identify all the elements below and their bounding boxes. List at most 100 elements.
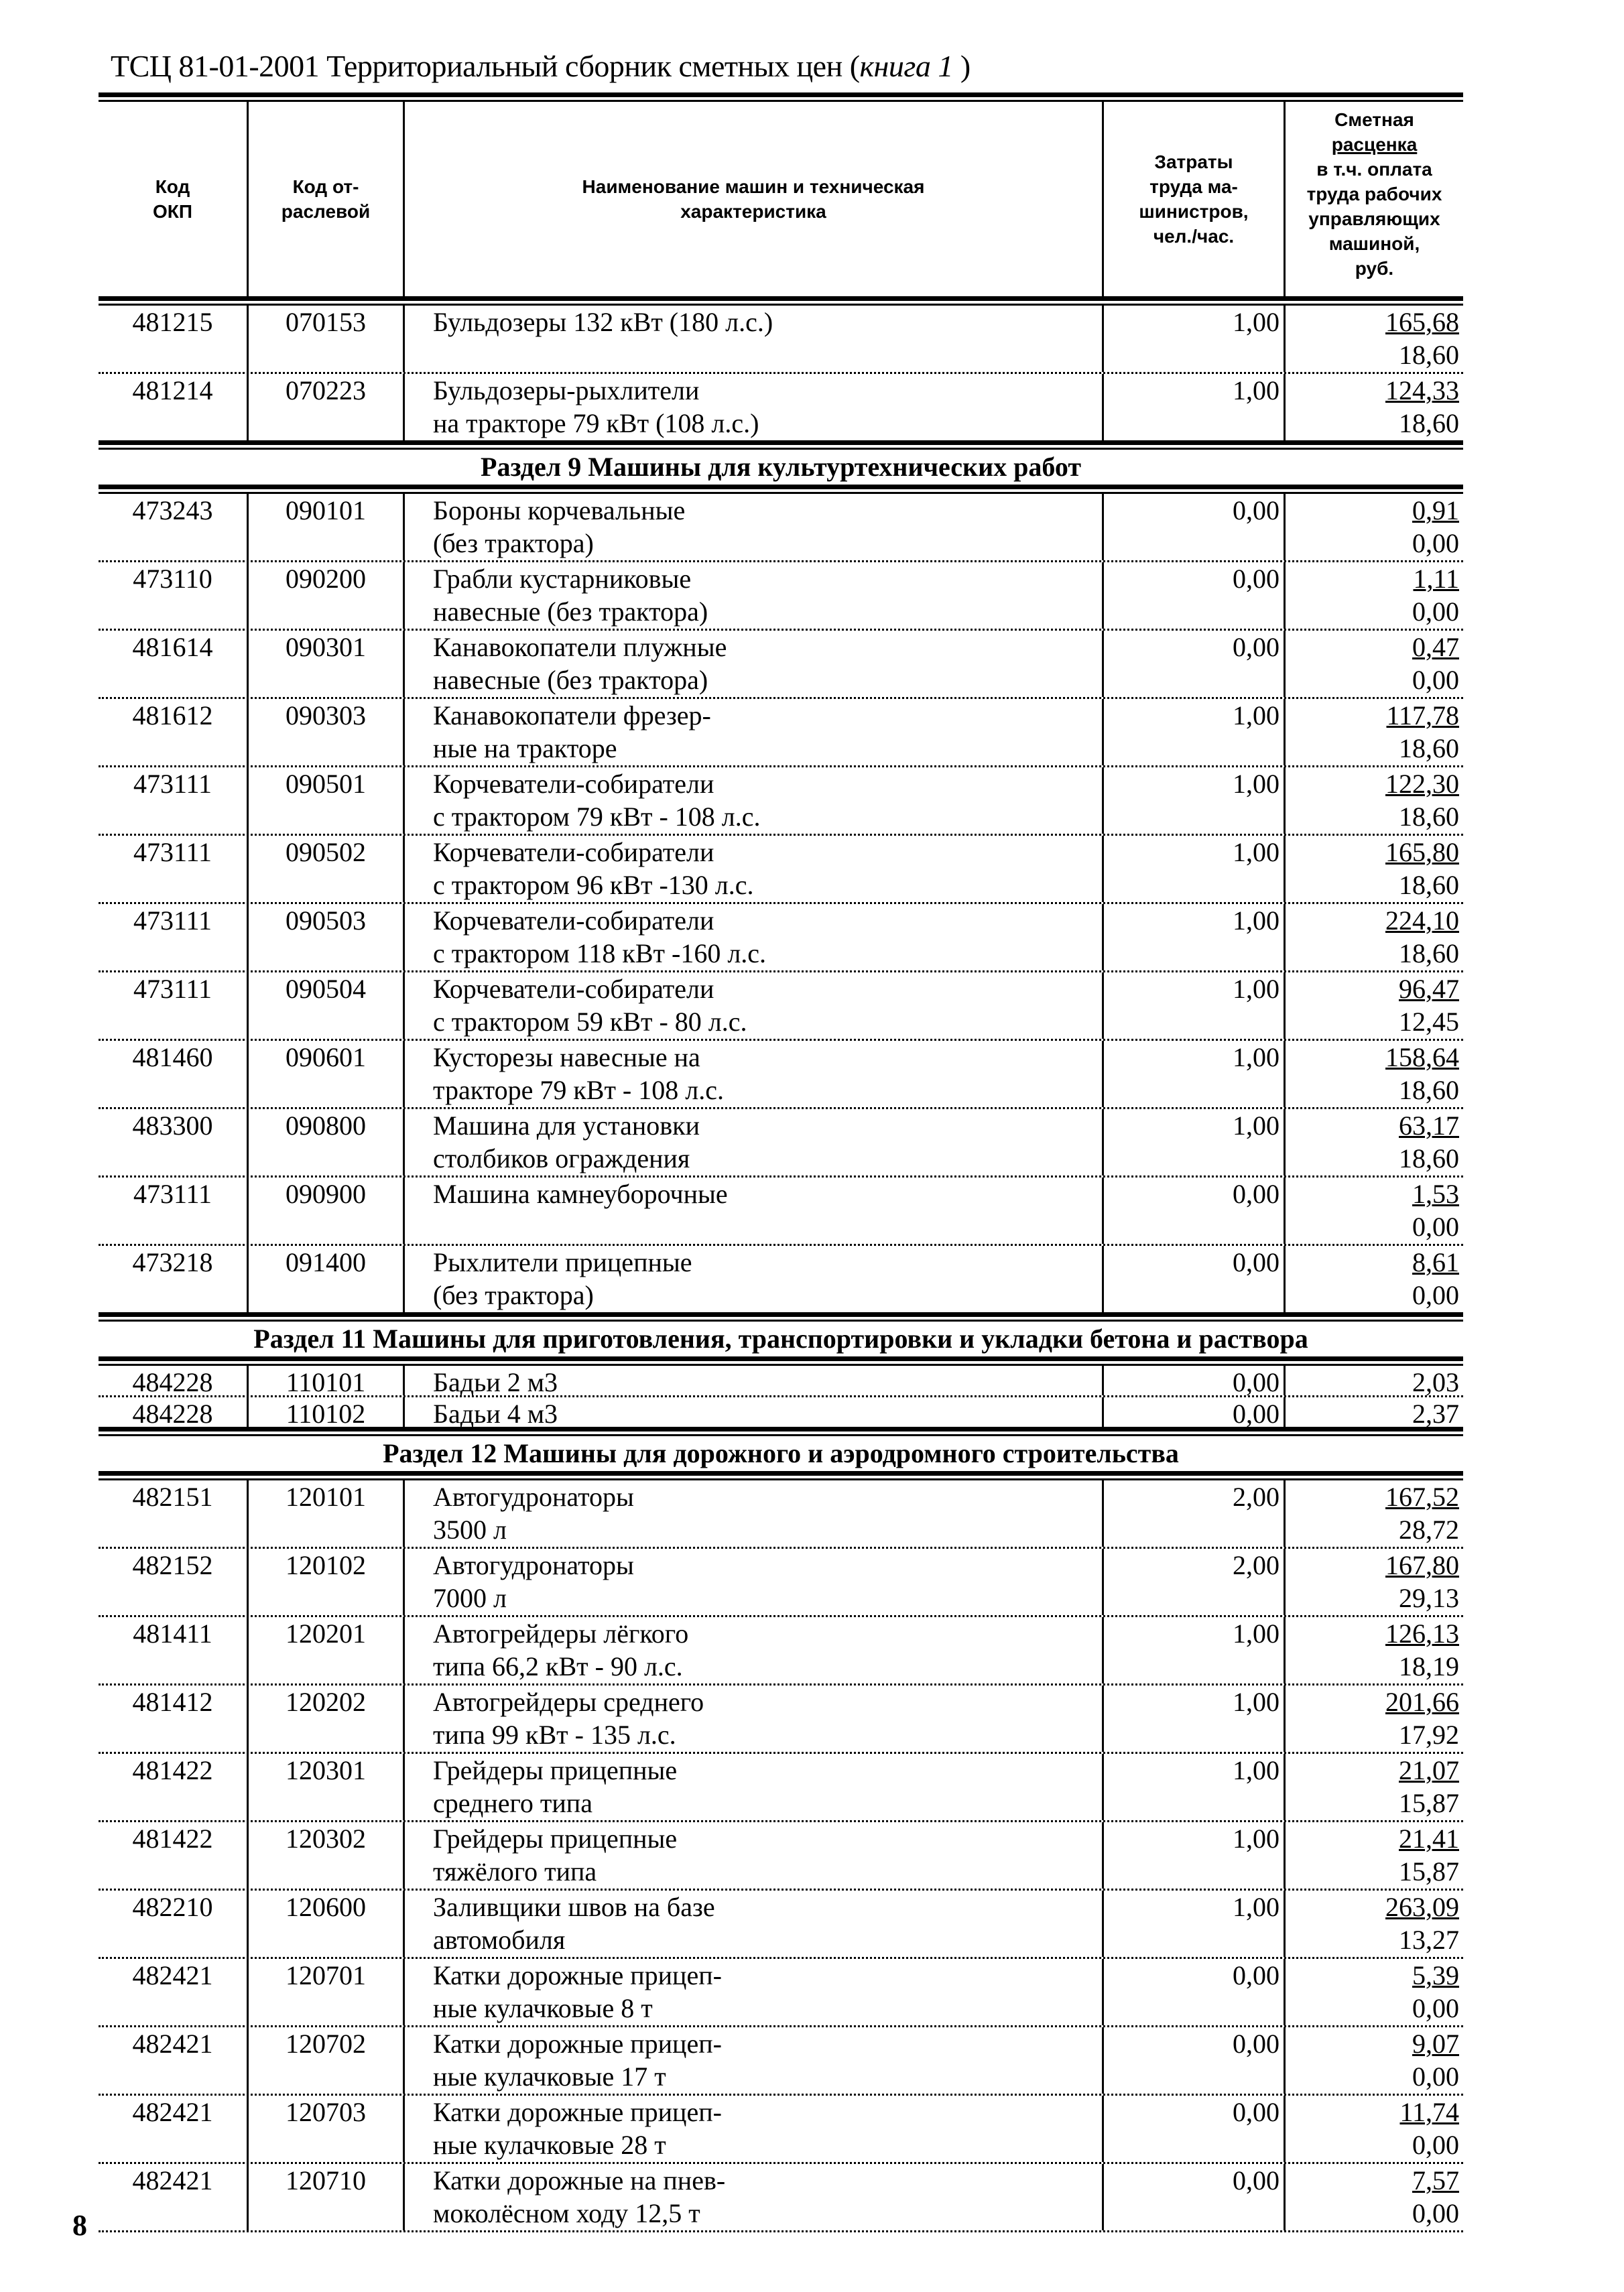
machine-name: Корчеватели-собиратели с трактором 59 кВт…	[403, 972, 1102, 1039]
price-cell: 1,53 0,00	[1284, 1177, 1463, 1244]
header-okp-code: Код ОКП	[99, 102, 247, 296]
machine-name: Автогрейдеры лёгкого типа 66,2 кВт - 90 л…	[403, 1617, 1102, 1683]
name-line: ные кулачковые 8 т	[433, 1993, 653, 2023]
branch-code: 090101	[247, 494, 403, 560]
branch-code: 110102	[247, 1397, 403, 1429]
okp-code: 473111	[133, 1179, 212, 1209]
branch-code: 070153	[247, 306, 403, 372]
name-line: Корчеватели-собиратели	[433, 905, 714, 936]
estimated-price: 0,91	[1412, 495, 1459, 525]
branch-code: 090503	[247, 904, 403, 970]
price-cell: 117,78 18,60	[1284, 699, 1463, 765]
operator-wage: 17,92	[1399, 1720, 1459, 1750]
name-line: 3500 л	[433, 1515, 507, 1545]
okp-code: 481422	[132, 1824, 213, 1854]
price-cell: 224,10 18,60	[1284, 904, 1463, 970]
name-line: Бульдозеры 132 кВт (180 л.с.)	[433, 307, 773, 337]
table-row: 481614 090301 Канавокопатели плужные навесн…	[99, 629, 1463, 697]
labor-cost: 0,00	[1102, 2096, 1284, 2162]
estimated-price: 96,47	[1399, 974, 1459, 1004]
branch-code: 090301	[247, 631, 403, 697]
name-line: Бороны корчевальные	[433, 495, 686, 525]
machine-name: Катки дорожные на пнев-моколёсном ходу 1…	[403, 2164, 1102, 2230]
table-row: 481412 120202 Автогрейдеры среднего типа 99…	[99, 1683, 1463, 1752]
table-row: 482421 120702 Катки дорожные прицеп-ные ку…	[99, 2025, 1463, 2094]
name-line: (без трактора)	[433, 528, 594, 558]
table-row: 481422 120301 Грейдеры прицепные среднего т…	[99, 1752, 1463, 1820]
double-rule	[99, 1312, 1463, 1322]
branch-code: 090900	[247, 1177, 403, 1244]
okp-code: 481214	[132, 375, 213, 405]
branch-code: 110101	[247, 1366, 403, 1397]
machine-name: Канавокопатели фрезер-ные на тракторе	[403, 699, 1102, 765]
table-row: 482421 120703 Катки дорожные прицеп-ные ку…	[99, 2094, 1463, 2162]
labor-cost: 1,00	[1102, 1617, 1284, 1683]
table-row: 484228 110102 Бадьи 4 м3 0,00 2,37	[99, 1395, 1463, 1429]
labor-cost: 1,00	[1102, 904, 1284, 970]
okp-code: 473111	[133, 769, 212, 799]
labor-cost: 0,00	[1102, 1397, 1284, 1429]
header-line: Затраты	[1154, 151, 1233, 172]
labor-cost: 0,00	[1102, 2164, 1284, 2230]
machine-name: Бульдозеры 132 кВт (180 л.с.)	[403, 306, 1102, 372]
labor-cost: 1,00	[1102, 1041, 1284, 1107]
table-row: 481612 090303 Канавокопатели фрезер-ные на…	[99, 697, 1463, 765]
labor-cost: 1,00	[1102, 1822, 1284, 1889]
machine-name: Рыхлители прицепные (без трактора)	[403, 1246, 1102, 1312]
name-line: Автогудронаторы	[433, 1482, 634, 1512]
estimated-price: 1,11	[1413, 564, 1459, 594]
name-line: типа 99 кВт - 135 л.с.	[433, 1720, 676, 1750]
page-number: 8	[72, 2209, 87, 2242]
operator-wage: 0,00	[1412, 528, 1459, 558]
operator-wage: 0,00	[1412, 1280, 1459, 1310]
machine-name: Автогрейдеры среднего типа 99 кВт - 135 л…	[403, 1685, 1102, 1752]
name-line: (без трактора)	[433, 1280, 594, 1310]
machine-name: Катки дорожные прицеп-ные кулачковые 8 т	[403, 1959, 1102, 2025]
table-row: 473111 090502 Корчеватели-собиратели с трак…	[99, 834, 1463, 902]
operator-wage: 18,19	[1399, 1651, 1459, 1681]
branch-code: 120202	[247, 1685, 403, 1752]
operator-wage: 18,60	[1399, 938, 1459, 968]
estimated-price: 63,17	[1399, 1110, 1459, 1141]
operator-wage: 0,00	[1412, 2130, 1459, 2160]
branch-code: 090502	[247, 836, 403, 902]
double-rule	[99, 485, 1463, 494]
header-line: Код от-	[292, 176, 359, 197]
operator-wage: 15,87	[1399, 1788, 1459, 1818]
branch-code: 120301	[247, 1754, 403, 1820]
price-cell: 167,52 28,72	[1284, 1480, 1463, 1547]
name-line: с трактором 79 кВт - 108 л.с.	[433, 802, 761, 832]
machine-name: Автогудронаторы 7000 л	[403, 1549, 1102, 1615]
name-line: Автогрейдеры лёгкого	[433, 1618, 689, 1649]
table-row: 481460 090601 Кусторезы навесные на трактор…	[99, 1039, 1463, 1107]
okp-code: 484228	[132, 1367, 213, 1397]
operator-wage: 28,72	[1399, 1515, 1459, 1545]
machine-name: Бульдозеры-рыхлители на тракторе 79 кВт (…	[403, 374, 1102, 440]
estimated-price: 8,61	[1412, 1247, 1459, 1277]
price-cell: 2,03	[1284, 1366, 1463, 1397]
name-line: Грейдеры прицепные	[433, 1755, 678, 1785]
name-line: Машина камнеуборочные	[433, 1179, 728, 1209]
header-line: в т.ч. оплата	[1316, 159, 1432, 180]
branch-code: 090200	[247, 562, 403, 629]
labor-cost: 1,00	[1102, 374, 1284, 440]
estimated-price: 158,64	[1385, 1042, 1459, 1072]
title-book: книга 1	[859, 49, 954, 83]
price-cell: 158,64 18,60	[1284, 1041, 1463, 1107]
okp-code: 481412	[132, 1687, 213, 1717]
machine-name: Автогудронаторы 3500 л	[403, 1480, 1102, 1547]
name-line: Катки дорожные на пнев-	[433, 2165, 726, 2195]
branch-code: 090501	[247, 767, 403, 834]
machine-name: Грейдеры прицепные тяжёлого типа	[403, 1822, 1102, 1889]
operator-wage: 13,27	[1399, 1925, 1459, 1955]
labor-cost: 0,00	[1102, 562, 1284, 629]
estimated-price: 7,57	[1412, 2165, 1459, 2195]
header-line: раслевой	[281, 201, 371, 222]
machine-name: Бадьи 2 м3	[403, 1366, 1102, 1397]
table-row: 482210 120600 Заливщики швов на базе автомо…	[99, 1889, 1463, 1957]
machine-name: Заливщики швов на базе автомобиля	[403, 1891, 1102, 1957]
okp-code: 482421	[132, 1960, 213, 1990]
header-price: Сметная расценка в т.ч. оплата труда рабочи…	[1284, 102, 1463, 296]
estimated-price: 165,68	[1385, 307, 1459, 337]
name-line	[433, 338, 1102, 371]
